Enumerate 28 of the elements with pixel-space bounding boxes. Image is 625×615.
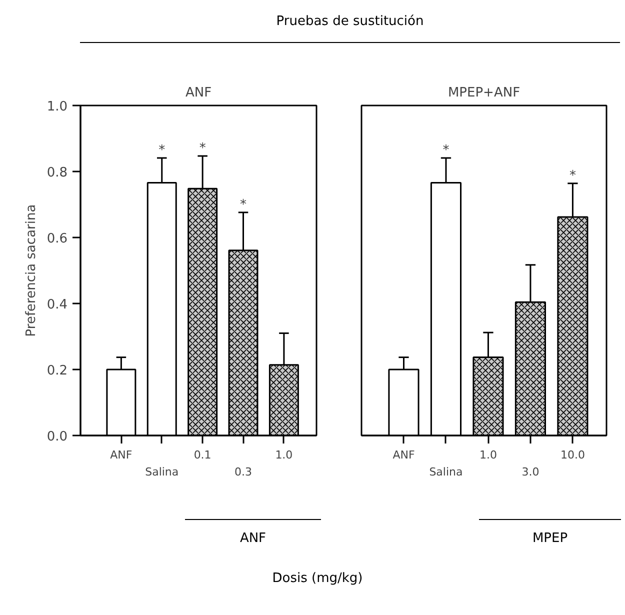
data-label: * xyxy=(569,168,576,184)
y-axis-title: Preferencia sacarina xyxy=(24,204,39,337)
chart-title: MPEP+ANF xyxy=(448,86,520,100)
x-tick-label: 0.1 xyxy=(194,448,212,462)
chart-title: ANF xyxy=(185,86,212,100)
text: ANF xyxy=(185,519,321,549)
y-tick-label: 0.6 xyxy=(46,232,68,246)
x-tick-label: 1.0 xyxy=(275,448,293,462)
y-tick-label: 0.8 xyxy=(46,166,68,180)
data-label: * xyxy=(240,197,248,212)
x-tick-label: 1.0 xyxy=(479,448,497,462)
x-tick-label: ANF xyxy=(392,448,415,462)
x-tick-label: 3.0 xyxy=(522,465,540,478)
y-tick-label: 0.0 xyxy=(46,430,68,444)
data-label: * xyxy=(158,142,166,158)
y-tick-label: 0.4 xyxy=(46,298,68,312)
data-label: * xyxy=(442,142,450,158)
x-tick-label: 10.0 xyxy=(560,448,585,462)
y-tick-label: 0.2 xyxy=(46,364,68,378)
x-tick-label: Salina xyxy=(429,465,463,478)
x-tick-label: Salina xyxy=(145,465,179,478)
x-axis-title: Dosis (mg/kg) xyxy=(271,570,364,588)
x-tick-label: ANF xyxy=(110,448,132,462)
x-tick-label: 0.3 xyxy=(234,465,252,478)
text: MPEP xyxy=(479,519,621,549)
y-tick-label: 1.0 xyxy=(46,100,68,114)
text: Pruebas de sustitución xyxy=(80,5,620,43)
data-label: * xyxy=(199,140,206,156)
